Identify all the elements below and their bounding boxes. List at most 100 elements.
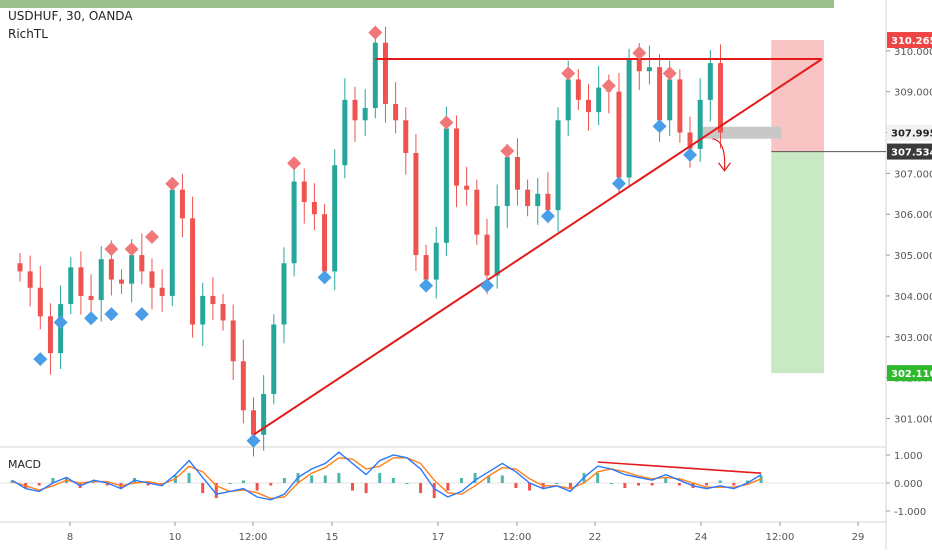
pivot-low-marker — [611, 176, 626, 191]
macd-histogram-bar — [664, 477, 668, 483]
candle-body — [545, 193, 551, 211]
time-tick-label: 12:00 — [503, 532, 532, 543]
candle-body — [352, 99, 358, 121]
macd-tick-label: 1.000 — [894, 451, 923, 462]
macd-histogram-bar — [310, 475, 314, 483]
current-price-label-bg — [887, 124, 932, 141]
current-price-label: 307.995 — [891, 129, 932, 140]
target-price-label: 302.110 — [891, 369, 932, 380]
candle-body — [717, 63, 723, 133]
price-tick-label: 306.000 — [894, 210, 932, 221]
candle-body — [342, 99, 348, 166]
macd-histogram-bar — [745, 480, 749, 483]
candle-body — [494, 206, 500, 276]
candle-body — [27, 271, 33, 288]
candle-body — [261, 393, 267, 435]
macd-histogram-bar — [419, 483, 423, 494]
pivot-high-marker — [632, 46, 647, 61]
candle-body — [555, 120, 561, 211]
macd-histogram-bar — [623, 483, 627, 489]
pivot-high-marker — [165, 176, 180, 191]
pivot-low-marker — [33, 352, 48, 367]
candles[interactable] — [17, 26, 723, 457]
macd-histogram-bar — [337, 472, 341, 483]
price-tick-label: 305.000 — [894, 251, 932, 262]
pivot-low-marker — [479, 278, 494, 293]
candle-body — [47, 316, 53, 354]
macd-histogram-bar — [459, 477, 463, 483]
time-tick-label: 8 — [67, 532, 73, 543]
trendlines[interactable] — [252, 58, 823, 436]
macd-histogram-bar — [51, 477, 55, 483]
pivot-low-marker — [419, 278, 434, 293]
macd-histogram-bar — [282, 477, 286, 483]
candle-body — [291, 181, 297, 264]
candle-body — [504, 157, 510, 207]
candle-body — [565, 79, 571, 121]
macd-histogram-bar — [487, 475, 491, 483]
candle-body — [179, 189, 185, 219]
pivot-high-marker — [561, 66, 576, 81]
macd-histogram-bar — [718, 480, 722, 483]
macd-histogram-bar — [105, 483, 109, 486]
time-tick-label: 10 — [169, 532, 182, 543]
pivot-low-marker — [652, 119, 667, 134]
macd-histogram-bar — [568, 483, 572, 489]
macd-tick-label: 0.000 — [894, 479, 923, 490]
candle-body — [474, 189, 480, 235]
target-price-label-bg — [887, 365, 932, 382]
price-tick-label: 307.000 — [894, 169, 932, 180]
candle-body — [616, 91, 622, 178]
macd-histogram-bar — [637, 483, 641, 486]
macd-histogram-bar — [242, 480, 246, 483]
macd-histogram-bar — [500, 475, 504, 483]
macd-histogram-bar — [732, 483, 736, 486]
candle-body — [149, 271, 155, 288]
macd-histogram-bar — [473, 472, 477, 483]
pivot-low-marker — [53, 315, 68, 330]
candle-body — [382, 42, 388, 104]
price-tick-label: 304.000 — [894, 292, 932, 303]
macd-histogram-bar — [187, 472, 191, 483]
stop-price-label-bg — [887, 32, 932, 49]
candle-body — [525, 189, 531, 207]
macd-histogram-bar — [37, 483, 41, 486]
candle-body — [68, 267, 74, 305]
macd-pane — [0, 451, 886, 501]
candle-body — [200, 295, 206, 325]
candle-body — [98, 259, 104, 300]
time-tick-label: 29 — [852, 532, 865, 543]
pivot-low-marker — [540, 209, 555, 224]
macd-histogram-bar — [214, 483, 218, 499]
macd-histogram-bar — [596, 472, 600, 483]
pivot-high-marker — [368, 25, 383, 40]
candle-body — [301, 181, 307, 202]
pivot-low-marker — [246, 433, 261, 448]
candle-body — [646, 67, 652, 72]
entry-band — [700, 126, 782, 139]
macd-histogram-bar — [677, 483, 681, 486]
candle-body — [372, 42, 378, 109]
axes: 301.000302.000303.000304.000305.000306.0… — [67, 32, 932, 543]
pivot-high-marker — [287, 156, 302, 171]
pivot-high-marker — [439, 115, 454, 130]
macd-histogram-bar — [432, 483, 436, 499]
candle-body — [596, 87, 602, 113]
candle-body — [190, 218, 196, 325]
candle-body — [281, 263, 287, 325]
macd-tick-label: -1.000 — [894, 507, 926, 518]
pivot-high-marker — [124, 242, 139, 257]
macd-histogram-bar — [146, 483, 150, 486]
projection-arrowhead — [718, 162, 731, 172]
candle-body — [322, 214, 328, 272]
candle-body — [514, 157, 520, 190]
macd-histogram-bar — [528, 483, 532, 491]
macd-histogram-bar — [350, 483, 354, 491]
candle-body — [484, 234, 490, 276]
macd-line — [11, 451, 762, 501]
candle-body — [697, 99, 703, 149]
risk-reward-zones — [700, 40, 886, 374]
candle-body — [129, 255, 135, 284]
